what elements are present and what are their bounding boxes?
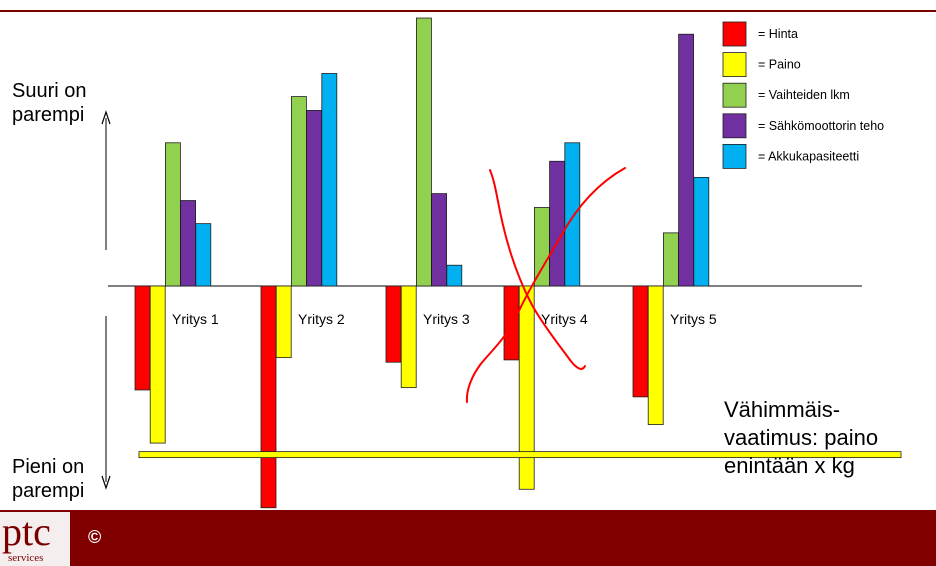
bar-paino-5 [647, 285, 664, 426]
category-label-2: Yritys 2 [298, 311, 345, 327]
bar-paino-2 [275, 285, 292, 359]
bar-hinta-5 [632, 285, 649, 398]
bar-chart: Yritys 1 Yritys 2 Yritys 3 Yritys 4 Yritys 5… [101, 17, 902, 509]
logo-subtext: services [8, 552, 44, 564]
crossout-stroke-2 [465, 167, 626, 403]
category-label-5: Yritys 5 [670, 311, 717, 327]
legend-swatch-hinta [722, 21, 747, 47]
crossout-stroke-1 [489, 169, 586, 370]
higher-is-better-label: Suuri on parempi [12, 80, 87, 126]
bar-sahkomoottorin-teho-1 [180, 200, 197, 287]
ptc-logo: ptc services [0, 512, 70, 566]
bar-vaihteiden-lkm-1 [164, 142, 181, 287]
legend-label-akkukapasiteetti: = Akkukapasiteetti [758, 149, 859, 163]
bar-sahkomoottorin-teho-5 [678, 33, 694, 287]
category-label-3: Yritys 3 [423, 311, 470, 327]
bar-akkukapasiteetti-1 [195, 223, 212, 287]
bar-sahkomoottorin-teho-3 [431, 193, 448, 287]
bar-vaihteiden-lkm-5 [663, 232, 679, 287]
legend-label-vaihteiden-lkm: = Vaihteiden lkm [758, 88, 850, 102]
legend-label-sahkomoottorin-teho: = Sähkömoottorin teho [758, 119, 884, 133]
minimum-requirement-line [138, 451, 902, 459]
down-arrow-head [101, 475, 111, 490]
bar-akkukapasiteetti-3 [446, 264, 463, 287]
legend-swatch-paino [722, 52, 747, 77]
bar-paino-1 [149, 285, 166, 444]
minimum-requirement-note: Vähimmäis- vaatimus: paino enintään x kg [724, 397, 879, 478]
logo-text: ptc [2, 509, 51, 554]
category-label-4: Yritys 4 [541, 311, 588, 327]
bar-paino-3 [400, 285, 417, 389]
lower-is-better-label: Pieni on parempi [12, 456, 85, 502]
bar-hinta-1 [134, 285, 151, 391]
bar-hinta-2 [260, 285, 277, 509]
bar-vaihteiden-lkm-4 [534, 207, 550, 287]
bar-akkukapasiteetti-2 [321, 73, 338, 287]
up-arrow-head [101, 110, 111, 125]
bar-akkukapasiteetti-4 [564, 142, 581, 287]
bar-vaihteiden-lkm-3 [415, 17, 432, 287]
bar-hinta-4 [503, 285, 520, 361]
bar-paino-4 [518, 285, 535, 490]
legend-swatch-vaihteiden-lkm [722, 82, 747, 108]
legend-swatch-sahkomoottorin-teho [722, 113, 747, 139]
bar-hinta-3 [385, 285, 402, 363]
footer-bar [0, 510, 936, 566]
bar-sahkomoottorin-teho-4 [549, 160, 565, 287]
bar-sahkomoottorin-teho-2 [306, 110, 323, 287]
legend-swatch-akkukapasiteetti [722, 143, 747, 169]
top-rule [0, 10, 936, 12]
legend-label-paino: = Paino [758, 58, 801, 72]
bar-akkukapasiteetti-5 [693, 177, 710, 287]
legend-label-hinta: = Hinta [758, 27, 798, 41]
category-label-1: Yritys 1 [172, 311, 219, 327]
bar-vaihteiden-lkm-2 [290, 96, 307, 287]
copyright-symbol: © [88, 527, 102, 547]
